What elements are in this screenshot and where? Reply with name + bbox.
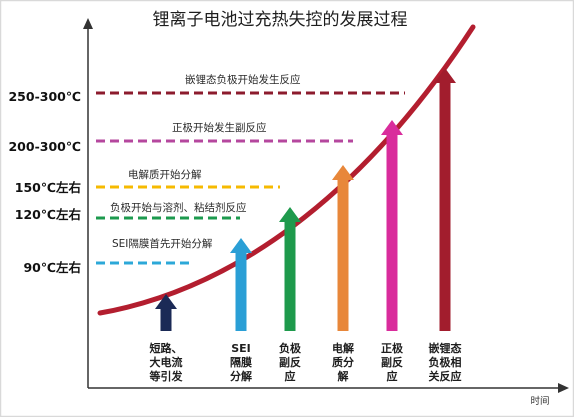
threshold-note-cathode: 正极开始发生副反应 — [172, 121, 267, 134]
temperature-label-120: 120℃左右 — [15, 207, 81, 222]
stage-label-line: 应 — [387, 369, 398, 383]
stage-label-line: 应 — [285, 369, 296, 383]
stage-arrow-short-circuit — [155, 294, 177, 331]
y-axis-arrowhead — [83, 18, 93, 29]
threshold-notes: 嵌锂态负极开始发生反应 正极开始发生副反应 电解质开始分解 负极开始与溶剂、粘结… — [110, 73, 301, 250]
threshold-lines — [96, 91, 405, 265]
stage-label-anode-lithiated: 嵌锂态 负极相 关反应 — [429, 341, 462, 383]
stage-label-line: 正极 — [381, 341, 404, 355]
temperature-label-150: 150℃左右 — [15, 180, 81, 195]
stage-label-line: 负极 — [279, 341, 302, 355]
x-axis-label: 时间 — [530, 395, 549, 407]
threshold-note-sei: SEI隔膜首先开始分解 — [112, 237, 213, 250]
temperature-labels: 250-300℃ 200-300℃ 150℃左右 120℃左右 90℃左右 — [8, 89, 81, 275]
stage-arrow-anode-lithiated — [434, 68, 456, 331]
stage-arrow-anode — [279, 207, 301, 331]
stage-label-anode: 负极 副反 应 — [279, 341, 302, 383]
stage-label-line: 解 — [338, 369, 349, 383]
stage-label-line: 嵌锂态 — [429, 341, 462, 355]
stage-label-cathode: 正极 副反 应 — [381, 341, 404, 383]
temperature-label-250-300: 250-300℃ — [8, 89, 81, 104]
stage-label-line: 副反 — [279, 355, 301, 369]
stage-label-short-circuit: 短路、 大电流 等引发 — [149, 341, 184, 383]
stage-label-line: SEI — [231, 342, 251, 355]
stage-arrow-cathode — [381, 120, 403, 331]
stage-label-sei: SEI 隔膜 分解 — [230, 342, 252, 383]
stage-label-electrolyte: 电解 质分 解 — [332, 341, 354, 383]
stage-arrows — [155, 68, 456, 331]
x-axis-arrowhead — [558, 383, 569, 393]
stage-arrow-sei — [230, 238, 252, 331]
stage-label-line: 等引发 — [149, 369, 184, 383]
axes: 时间 — [83, 18, 569, 407]
stage-labels: 短路、 大电流 等引发 SEI 隔膜 分解 负极 副反 应 电解 质分 解 正极… — [149, 341, 462, 383]
temperature-label-90: 90℃左右 — [23, 260, 81, 275]
threshold-note-anode-lithiated: 嵌锂态负极开始发生反应 — [185, 73, 301, 86]
stage-label-line: 电解 — [332, 341, 354, 355]
diagram-title: 锂离子电池过充热失控的发展过程 — [153, 10, 408, 30]
stage-label-line: 副反 — [381, 355, 403, 369]
stage-label-line: 关反应 — [429, 369, 462, 383]
threshold-note-electrolyte: 电解质开始分解 — [128, 168, 202, 181]
stage-label-line: 短路、 — [150, 341, 183, 355]
stage-label-line: 负极相 — [429, 355, 462, 369]
stage-label-line: 大电流 — [150, 355, 183, 369]
stage-label-line: 质分 — [332, 355, 354, 369]
threshold-note-anode-solvent: 负极开始与溶剂、粘结剂反应 — [110, 201, 247, 214]
stage-label-line: 分解 — [230, 369, 252, 383]
stage-arrow-electrolyte — [332, 165, 354, 331]
stage-label-line: 隔膜 — [230, 355, 252, 369]
temperature-label-200-300: 200-300℃ — [8, 139, 81, 154]
